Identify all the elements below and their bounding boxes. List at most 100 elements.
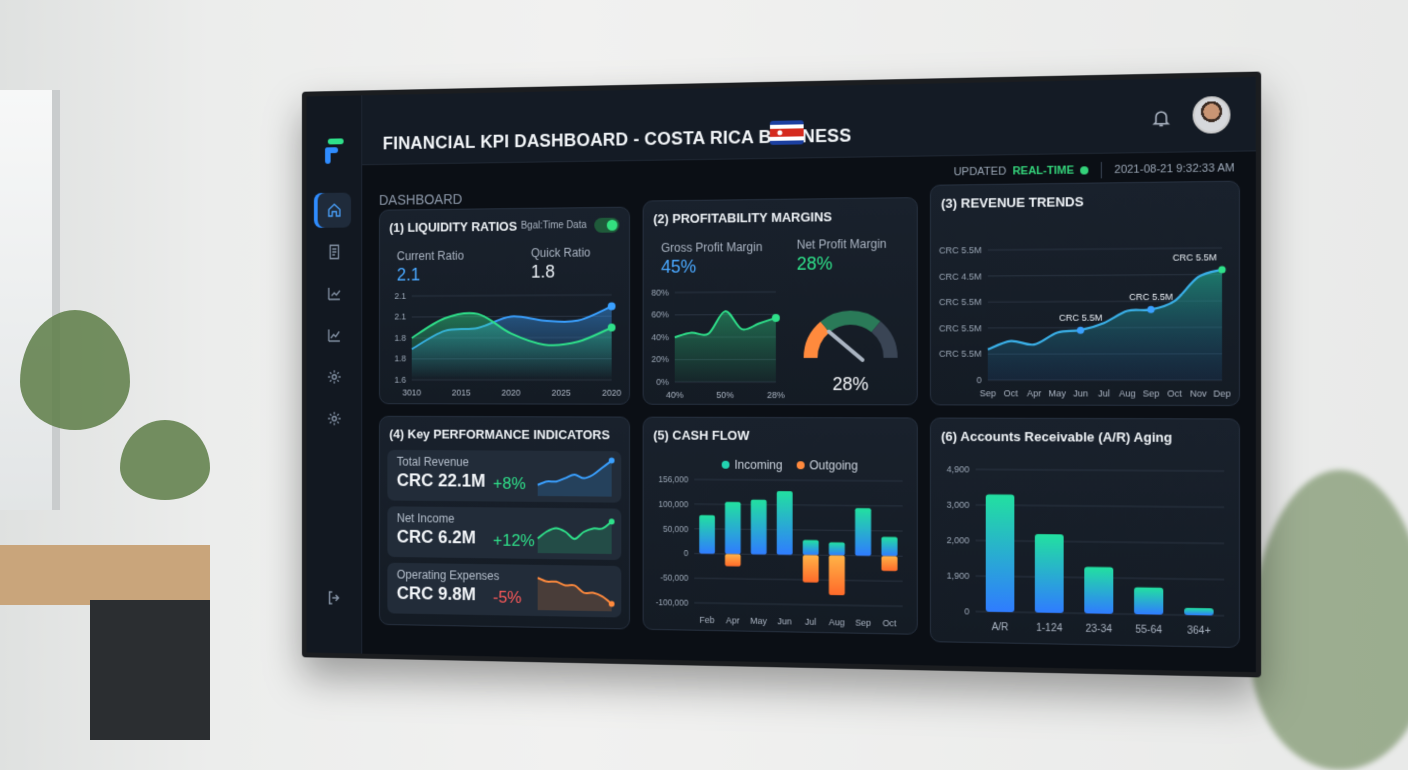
timestamp: 2021-08-21 9:32:33 AM — [1114, 162, 1234, 176]
sparkline-area — [538, 521, 612, 554]
incoming-bar — [855, 508, 871, 556]
sidebar-item-gear[interactable] — [318, 401, 351, 436]
outgoing-bar — [725, 554, 741, 567]
y-tick-label: 100,000 — [658, 499, 688, 509]
divider — [1101, 162, 1102, 178]
gauge-segment-mid — [825, 318, 876, 327]
x-tick-label: 3010 — [402, 387, 421, 397]
kpi-value: CRC 9.8M — [397, 583, 476, 605]
cashflow-panel: (5) CASH FLOW Incoming Outgoing -100,000… — [643, 417, 918, 635]
endpoint — [772, 314, 780, 322]
x-tick-label: 364+ — [1187, 625, 1211, 637]
ar-bar — [1134, 587, 1163, 614]
x-tick-label: Aug — [829, 617, 845, 628]
window — [0, 90, 60, 510]
y-tick-label: CRC 5.5M — [939, 297, 982, 308]
panel-title: (4) Key PERFORMANCE INDICATORS — [389, 427, 610, 443]
x-tick-label: 28% — [767, 390, 785, 400]
panel-title: (5) CASH FLOW — [653, 428, 749, 443]
kpi-change: -5% — [493, 588, 522, 608]
y-tick-label: CRC 5.5M — [939, 245, 982, 256]
panel-title: (2) PROFITABILITY MARGINS — [653, 209, 832, 226]
y-tick-label: 0 — [964, 606, 969, 616]
x-tick-label: Sep — [1143, 388, 1160, 399]
costa-rica-flag-icon — [770, 120, 804, 145]
data-point — [1218, 266, 1225, 273]
realtime-toggle[interactable] — [594, 218, 619, 233]
toggle-label: Bgal:Time Data — [521, 220, 587, 232]
sidebar-item-line-chart[interactable] — [318, 318, 351, 353]
sidebar-item-home[interactable] — [318, 193, 351, 228]
y-tick-label: CRC 5.5M — [939, 349, 982, 359]
gear-icon — [326, 368, 343, 385]
logout-button[interactable] — [318, 580, 351, 615]
incoming-bar — [777, 491, 793, 555]
x-tick-label: 23-34 — [1086, 623, 1113, 635]
y-tick-label: 0 — [684, 548, 689, 558]
profitability-panel: (2) PROFITABILITY MARGINS Gross Profit M… — [643, 197, 918, 405]
gridline — [694, 578, 902, 581]
incoming-bar — [803, 540, 819, 555]
gridline — [412, 295, 612, 296]
y-tick-label: 0% — [656, 377, 669, 387]
update-status: UPDATED REAL-TIME 2021-08-21 9:32:33 AM — [954, 160, 1235, 180]
y-tick-label: 60% — [651, 310, 669, 320]
x-tick-label: 1-124 — [1036, 623, 1063, 635]
y-tick-label: 3,000 — [947, 499, 970, 510]
y-tick-label: 40% — [651, 332, 669, 342]
area — [988, 270, 1222, 381]
x-tick-label: Feb — [700, 615, 715, 625]
x-tick-label: 2020 — [602, 388, 621, 398]
y-tick-label: 1.8 — [394, 354, 406, 364]
ar-bar — [1035, 534, 1064, 613]
sidebar-item-gear[interactable] — [318, 359, 351, 394]
x-tick-label: 55-64 — [1135, 624, 1162, 636]
y-tick-label: 0 — [977, 375, 982, 385]
net-margin-label: Net Profit Margin — [797, 237, 887, 252]
x-tick-label: 2025 — [552, 388, 571, 398]
incoming-bar — [699, 515, 715, 554]
series-endpoint — [608, 324, 616, 332]
kpi-name: Net Income — [397, 511, 455, 525]
header: FINANCIAL KPI DASHBOARD - COSTA RICA BUS… — [362, 77, 1256, 165]
outgoing-bar — [803, 555, 819, 583]
line-chart-icon — [326, 327, 343, 344]
kpi-value: CRC 6.2M — [397, 527, 476, 548]
gauge-segment-high — [876, 327, 891, 358]
plant — [1250, 470, 1408, 770]
current-ratio-label: Current Ratio — [397, 249, 464, 263]
x-tick-label: Jun — [777, 616, 791, 627]
gridline — [988, 248, 1222, 250]
kpi-change: +8% — [493, 474, 526, 494]
gauge-needle — [829, 332, 863, 360]
y-tick-label: 20% — [651, 354, 669, 364]
x-tick-label: Apr — [726, 615, 740, 625]
data-label: CRC 5.5M — [1173, 252, 1217, 263]
quick-ratio-value: 1.8 — [531, 262, 555, 283]
x-tick-label: A/R — [992, 622, 1009, 634]
series-endpoint — [608, 302, 616, 310]
y-tick-label: 1,900 — [947, 570, 970, 581]
incoming-bar — [725, 502, 741, 554]
sidebar-item-document[interactable] — [318, 234, 351, 269]
outgoing-bar — [881, 556, 897, 571]
bell-icon[interactable] — [1151, 107, 1172, 128]
avatar[interactable] — [1193, 96, 1231, 134]
quick-ratio-label: Quick Ratio — [531, 246, 590, 260]
home-icon — [326, 201, 343, 219]
gridline — [675, 292, 776, 293]
x-tick-label: 40% — [666, 390, 684, 400]
logout-icon — [326, 589, 343, 607]
x-tick-label: Jul — [1098, 388, 1110, 399]
incoming-bar — [751, 500, 767, 555]
x-tick-label: Aug — [1119, 388, 1136, 399]
x-tick-label: Jun — [1073, 388, 1088, 398]
sidebar-item-bar-chart[interactable] — [318, 276, 351, 311]
x-tick-label: Apr — [1027, 388, 1041, 398]
x-tick-label: Oct — [1167, 388, 1182, 399]
